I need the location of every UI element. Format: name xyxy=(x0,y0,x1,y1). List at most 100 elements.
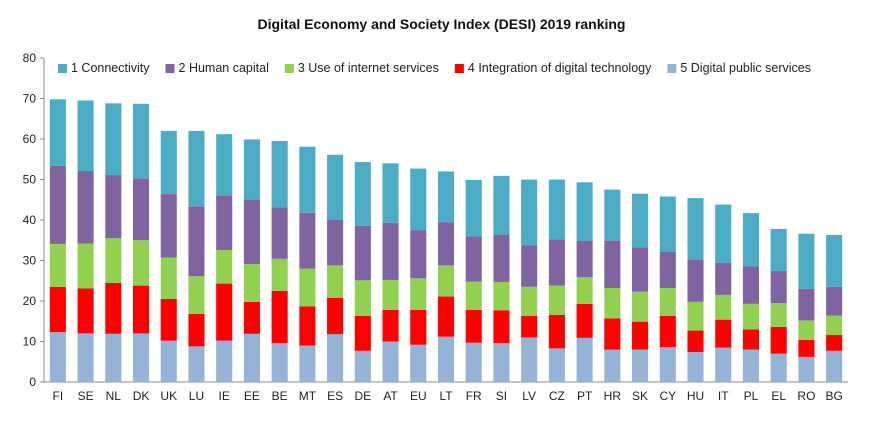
bar-segment xyxy=(243,199,260,265)
bar-segment xyxy=(770,353,787,382)
bar-segment xyxy=(132,103,150,179)
bar-segment xyxy=(632,291,649,322)
bar-segment xyxy=(382,279,399,310)
bar-segment xyxy=(521,179,538,246)
bar-segment xyxy=(659,315,676,348)
legend-swatch xyxy=(284,64,294,73)
y-tick-label: 80 xyxy=(23,51,37,65)
bar-segment xyxy=(299,146,316,213)
bar-segment xyxy=(271,207,288,259)
bar-segment xyxy=(410,278,427,310)
bar-segment xyxy=(465,342,482,382)
bar-segment xyxy=(576,337,593,382)
bar-segment xyxy=(132,178,150,241)
bar-segment xyxy=(327,265,344,298)
bar-segment xyxy=(77,288,94,334)
chart-title: Digital Economy and Society Index (DESI)… xyxy=(257,16,626,32)
bar-segment xyxy=(798,356,815,382)
y-tick-label: 0 xyxy=(29,375,36,389)
bar-segment xyxy=(576,240,593,278)
bar-segment xyxy=(271,141,288,208)
bar-segment xyxy=(770,303,787,327)
bar-segment xyxy=(105,333,122,382)
bar-segment xyxy=(437,171,455,223)
bar-segment xyxy=(576,182,593,241)
bar-segment xyxy=(632,247,649,292)
bar-segment xyxy=(49,286,66,333)
bar-segment xyxy=(77,333,94,382)
bar-segment xyxy=(826,234,843,287)
bar-segment xyxy=(798,339,815,357)
bar-segment xyxy=(354,315,371,351)
bar-segment xyxy=(742,329,760,350)
x-tick-label: BG xyxy=(825,389,842,403)
bar-segment xyxy=(521,337,538,382)
bar-segment xyxy=(188,346,205,382)
bar-segment xyxy=(437,222,455,266)
bar-segment xyxy=(826,315,843,336)
bar-segment xyxy=(77,170,94,244)
bar-segment xyxy=(465,236,482,282)
x-tick-label: UK xyxy=(160,389,177,403)
x-tick-label: LT xyxy=(439,389,453,403)
bar-segment xyxy=(49,243,66,287)
bar-segment xyxy=(437,265,455,297)
bar-segment xyxy=(687,198,704,260)
bar-segment xyxy=(77,243,94,289)
bar-segment xyxy=(604,288,621,319)
y-tick-label: 40 xyxy=(23,213,37,227)
x-tick-label: PL xyxy=(744,389,759,403)
bar-segment xyxy=(132,285,150,334)
x-tick-label: SE xyxy=(78,389,94,403)
x-tick-label: PT xyxy=(577,389,593,403)
bar-segment xyxy=(49,332,66,382)
bar-segment xyxy=(354,350,371,382)
bar-segment xyxy=(770,326,787,354)
x-tick-label: EE xyxy=(244,389,260,403)
bar-segment xyxy=(243,139,260,200)
bar-segment xyxy=(49,99,66,166)
x-tick-label: AT xyxy=(383,389,398,403)
bar-segment xyxy=(243,301,260,334)
bar-segment xyxy=(132,240,150,286)
bar-segment xyxy=(770,271,787,304)
bar-segment xyxy=(742,266,760,304)
x-tick-label: CZ xyxy=(549,389,565,403)
bar-segment xyxy=(327,297,344,335)
bar-segment xyxy=(243,333,260,382)
bar-segment xyxy=(548,239,565,286)
bar-segment xyxy=(687,259,704,302)
bar-segment xyxy=(548,285,565,315)
bar-segment xyxy=(576,303,593,338)
bar-segment xyxy=(410,168,427,231)
legend-swatch xyxy=(165,64,175,73)
bar-segment xyxy=(188,206,205,277)
bar-segment xyxy=(659,347,676,382)
bar-segment xyxy=(715,347,732,382)
bar-segment xyxy=(493,234,510,282)
bar-segment xyxy=(410,309,427,345)
x-tick-label: CY xyxy=(659,389,676,403)
bar-segment xyxy=(465,179,482,237)
y-tick-label: 10 xyxy=(23,335,37,349)
x-tick-label: FR xyxy=(466,389,482,403)
x-tick-label: FI xyxy=(53,389,64,403)
bar-segment xyxy=(160,340,177,382)
x-tick-label: HR xyxy=(604,389,622,403)
bar-segment xyxy=(493,175,510,235)
y-tick-label: 60 xyxy=(23,132,37,146)
x-tick-label: RO xyxy=(797,389,815,403)
bar-segment xyxy=(715,294,732,320)
bar-segment xyxy=(493,310,510,344)
bar-segment xyxy=(465,281,482,310)
bar-segment xyxy=(659,251,676,289)
legend-label: 3 Use of internet services xyxy=(298,61,439,75)
x-tick-label: MT xyxy=(299,389,317,403)
bar-segment xyxy=(216,134,233,196)
bar-segment xyxy=(160,298,177,341)
x-tick-label: IE xyxy=(219,389,230,403)
bar-segment xyxy=(354,162,371,226)
bar-segment xyxy=(687,330,704,353)
